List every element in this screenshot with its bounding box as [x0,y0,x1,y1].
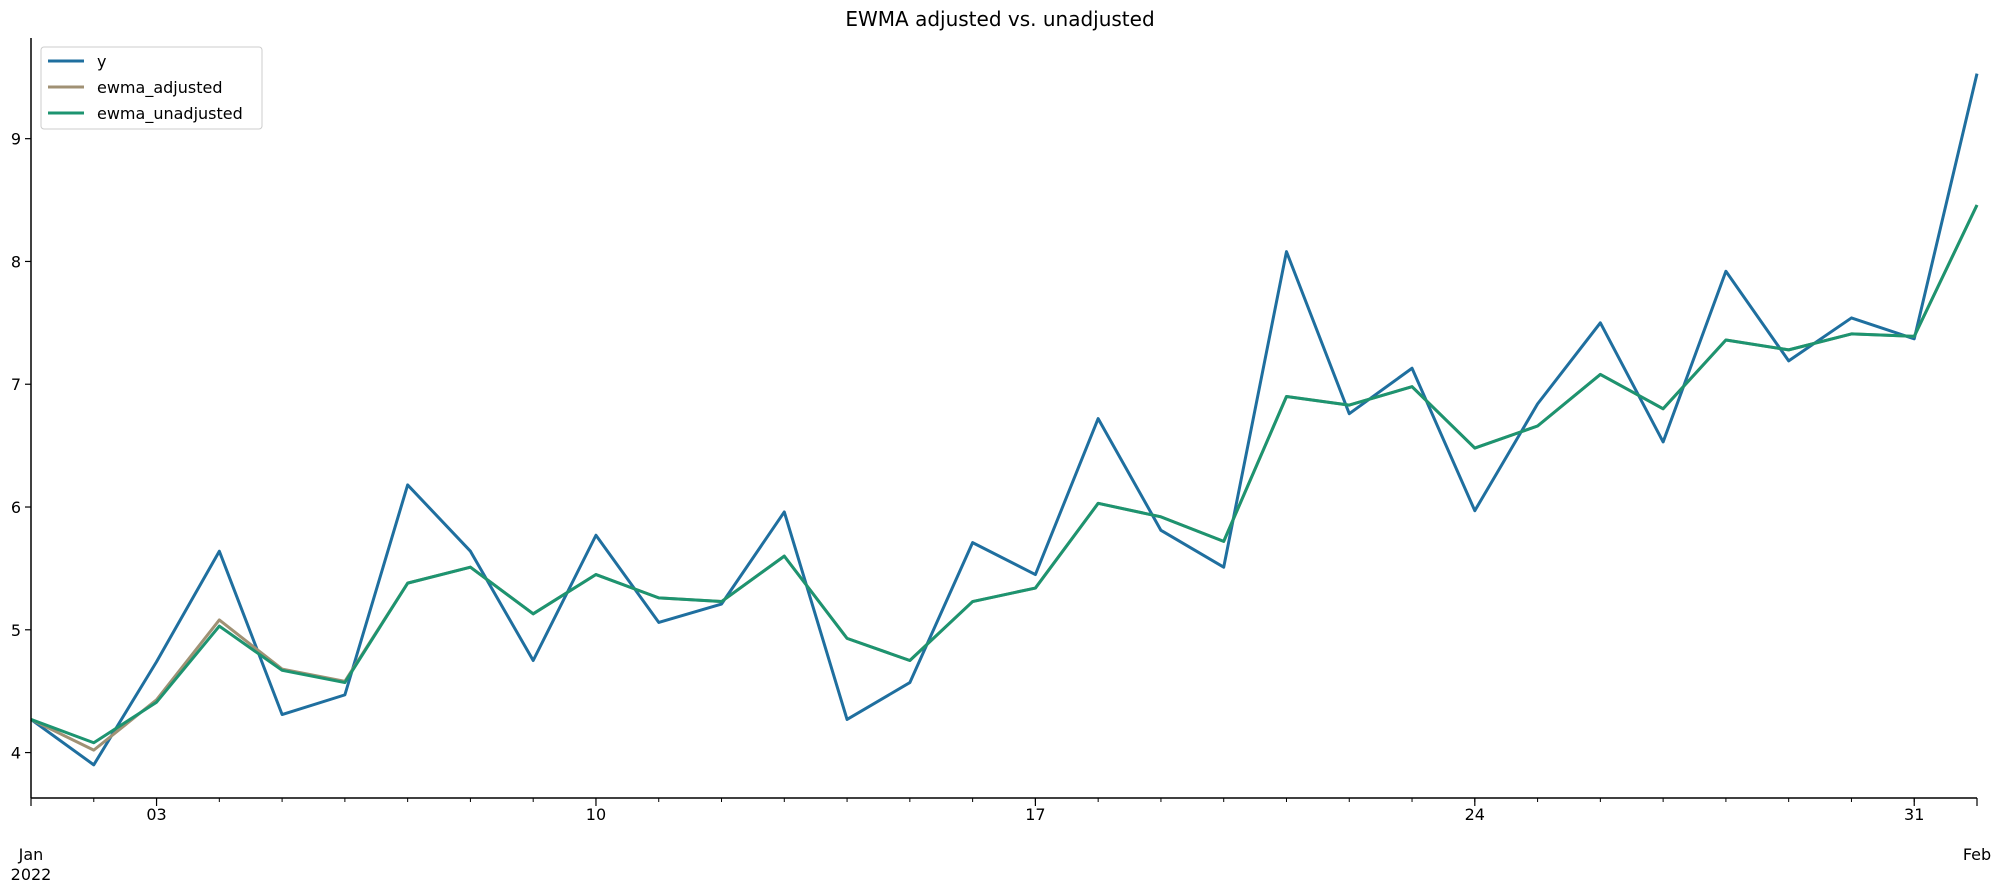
y-tick-label: 4 [11,744,21,763]
legend-frame [40,46,263,130]
x-tick-label: 31 [1904,805,1924,824]
legend: y ewma_adjusted ewma_unadjusted [40,46,263,130]
x-tick-label: Feb [1963,845,1991,864]
series-layer [30,73,1979,767]
y-tick-label: 9 [11,130,21,149]
y-tick-label: 5 [11,621,21,640]
x-tick-label: 10 [586,805,606,824]
legend-label-ewma-unadjusted: ewma_unadjusted [97,104,243,124]
x-tick-label: Jan [18,845,44,864]
legend-label-y: y [97,52,106,71]
y-tick-label: 7 [11,375,21,394]
legend-label-ewma-adjusted: ewma_adjusted [97,78,222,98]
y-tick-label: 8 [11,252,21,271]
series-line-ewma-adjusted [30,204,1979,752]
x-tick-year-label: 2022 [11,865,52,884]
chart-title: EWMA adjusted vs. unadjusted [845,7,1155,31]
y-tick-label: 6 [11,498,21,517]
x-tick-label: 24 [1465,805,1485,824]
series-line-y [30,73,1979,767]
x-tick-label: 03 [146,805,166,824]
x-tick-label: 17 [1025,805,1045,824]
series-line-ewma-unadjusted [30,204,1979,745]
